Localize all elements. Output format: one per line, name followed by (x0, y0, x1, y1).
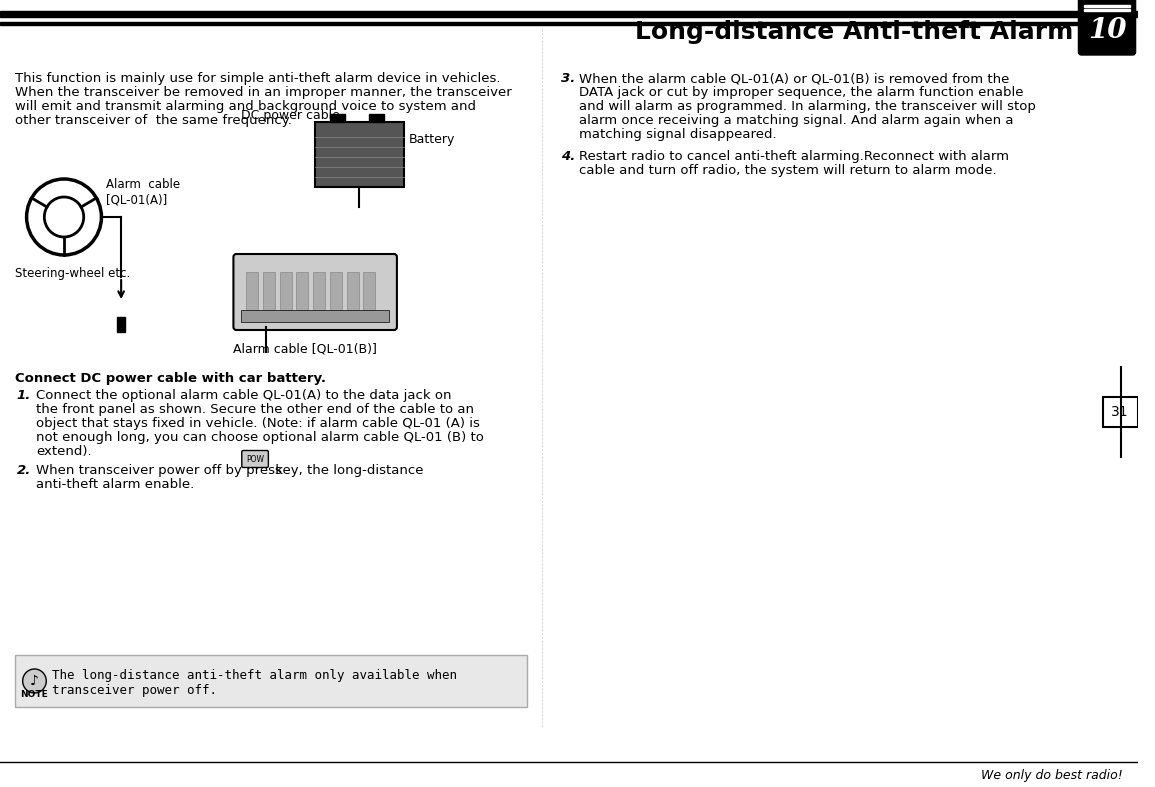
Bar (364, 272, 375, 317)
Text: extend).: extend). (37, 445, 92, 458)
Bar (330, 272, 342, 317)
FancyBboxPatch shape (1079, 0, 1135, 55)
Text: 31: 31 (1111, 405, 1128, 419)
Text: The long-distance anti-theft alarm only available when
transceiver power off.: The long-distance anti-theft alarm only … (52, 669, 457, 697)
Text: Battery: Battery (409, 133, 455, 146)
Bar (330, 114, 344, 122)
Text: 3.: 3. (561, 72, 575, 85)
Text: When the alarm cable QL-01(A) or QL-01(B) is removed from the: When the alarm cable QL-01(A) or QL-01(B… (579, 72, 1009, 85)
Text: Restart radio to cancel anti-theft alarming.Reconnect with alarm: Restart radio to cancel anti-theft alarm… (579, 150, 1009, 163)
Text: Alarm cable [QL-01(B)]: Alarm cable [QL-01(B)] (233, 342, 378, 355)
Bar (370, 114, 385, 122)
Bar (241, 310, 389, 322)
Text: the front panel as shown. Secure the other end of the cable to an: the front panel as shown. Secure the oth… (37, 403, 475, 416)
Text: 1.: 1. (16, 389, 31, 402)
Text: other transceiver of  the same frequency.: other transceiver of the same frequency. (15, 114, 292, 127)
Text: When transceiver power off by press: When transceiver power off by press (37, 464, 286, 477)
Text: will emit and transmit alarming and background voice to system and: will emit and transmit alarming and back… (15, 100, 476, 113)
Text: Steering-wheel etc.: Steering-wheel etc. (15, 267, 131, 280)
Text: This function is mainly use for simple anti-theft alarm device in vehicles.: This function is mainly use for simple a… (15, 72, 500, 85)
Bar (117, 317, 125, 332)
Bar (246, 272, 258, 317)
Text: When the transceiver be removed in an improper manner, the transceiver: When the transceiver be removed in an im… (15, 86, 512, 99)
Text: NOTE: NOTE (21, 690, 49, 699)
Text: Connect DC power cable with car battery.: Connect DC power cable with car battery. (15, 372, 326, 385)
Bar (346, 272, 358, 317)
Text: POW: POW (246, 455, 264, 464)
Text: Long-distance Anti-theft Alarm: Long-distance Anti-theft Alarm (635, 20, 1073, 44)
Bar (315, 122, 404, 187)
FancyBboxPatch shape (241, 450, 268, 467)
Text: alarm once receiving a matching signal. And alarm again when a: alarm once receiving a matching signal. … (579, 114, 1014, 127)
Text: ♪: ♪ (30, 674, 39, 688)
Text: not enough long, you can choose optional alarm cable QL-01 (B) to: not enough long, you can choose optional… (37, 431, 484, 444)
Text: We only do best radio!: We only do best radio! (981, 768, 1123, 781)
Circle shape (23, 669, 46, 693)
Bar (1085, 5, 1130, 7)
Text: DC power cable: DC power cable (241, 109, 340, 122)
Bar (263, 272, 275, 317)
Bar (297, 272, 308, 317)
Bar (0, 11, 1138, 17)
Text: 4.: 4. (561, 150, 575, 163)
Bar (313, 272, 325, 317)
Text: 10: 10 (1088, 17, 1126, 43)
Text: object that stays fixed in vehicle. (Note: if alarm cable QL-01 (A) is: object that stays fixed in vehicle. (Not… (37, 417, 480, 430)
Bar (1085, 9, 1130, 11)
Bar (0, 22, 1083, 25)
Bar (280, 272, 291, 317)
Bar (1103, 397, 1138, 427)
Text: matching signal disappeared.: matching signal disappeared. (579, 128, 777, 141)
Text: cable and turn off radio, the system will return to alarm mode.: cable and turn off radio, the system wil… (579, 164, 997, 177)
Text: anti-theft alarm enable.: anti-theft alarm enable. (37, 478, 195, 491)
Text: and will alarm as programmed. In alarming, the transceiver will stop: and will alarm as programmed. In alarmin… (579, 100, 1036, 113)
Bar (15, 655, 527, 707)
Text: key, the long-distance: key, the long-distance (270, 464, 424, 477)
FancyBboxPatch shape (233, 254, 397, 330)
Text: Connect the optional alarm cable QL-01(A) to the data jack on: Connect the optional alarm cable QL-01(A… (37, 389, 452, 402)
Text: 2.: 2. (16, 464, 31, 477)
Text: DATA jack or cut by improper sequence, the alarm function enable: DATA jack or cut by improper sequence, t… (579, 86, 1023, 99)
Text: Alarm  cable
[QL-01(A)]: Alarm cable [QL-01(A)] (106, 178, 180, 206)
